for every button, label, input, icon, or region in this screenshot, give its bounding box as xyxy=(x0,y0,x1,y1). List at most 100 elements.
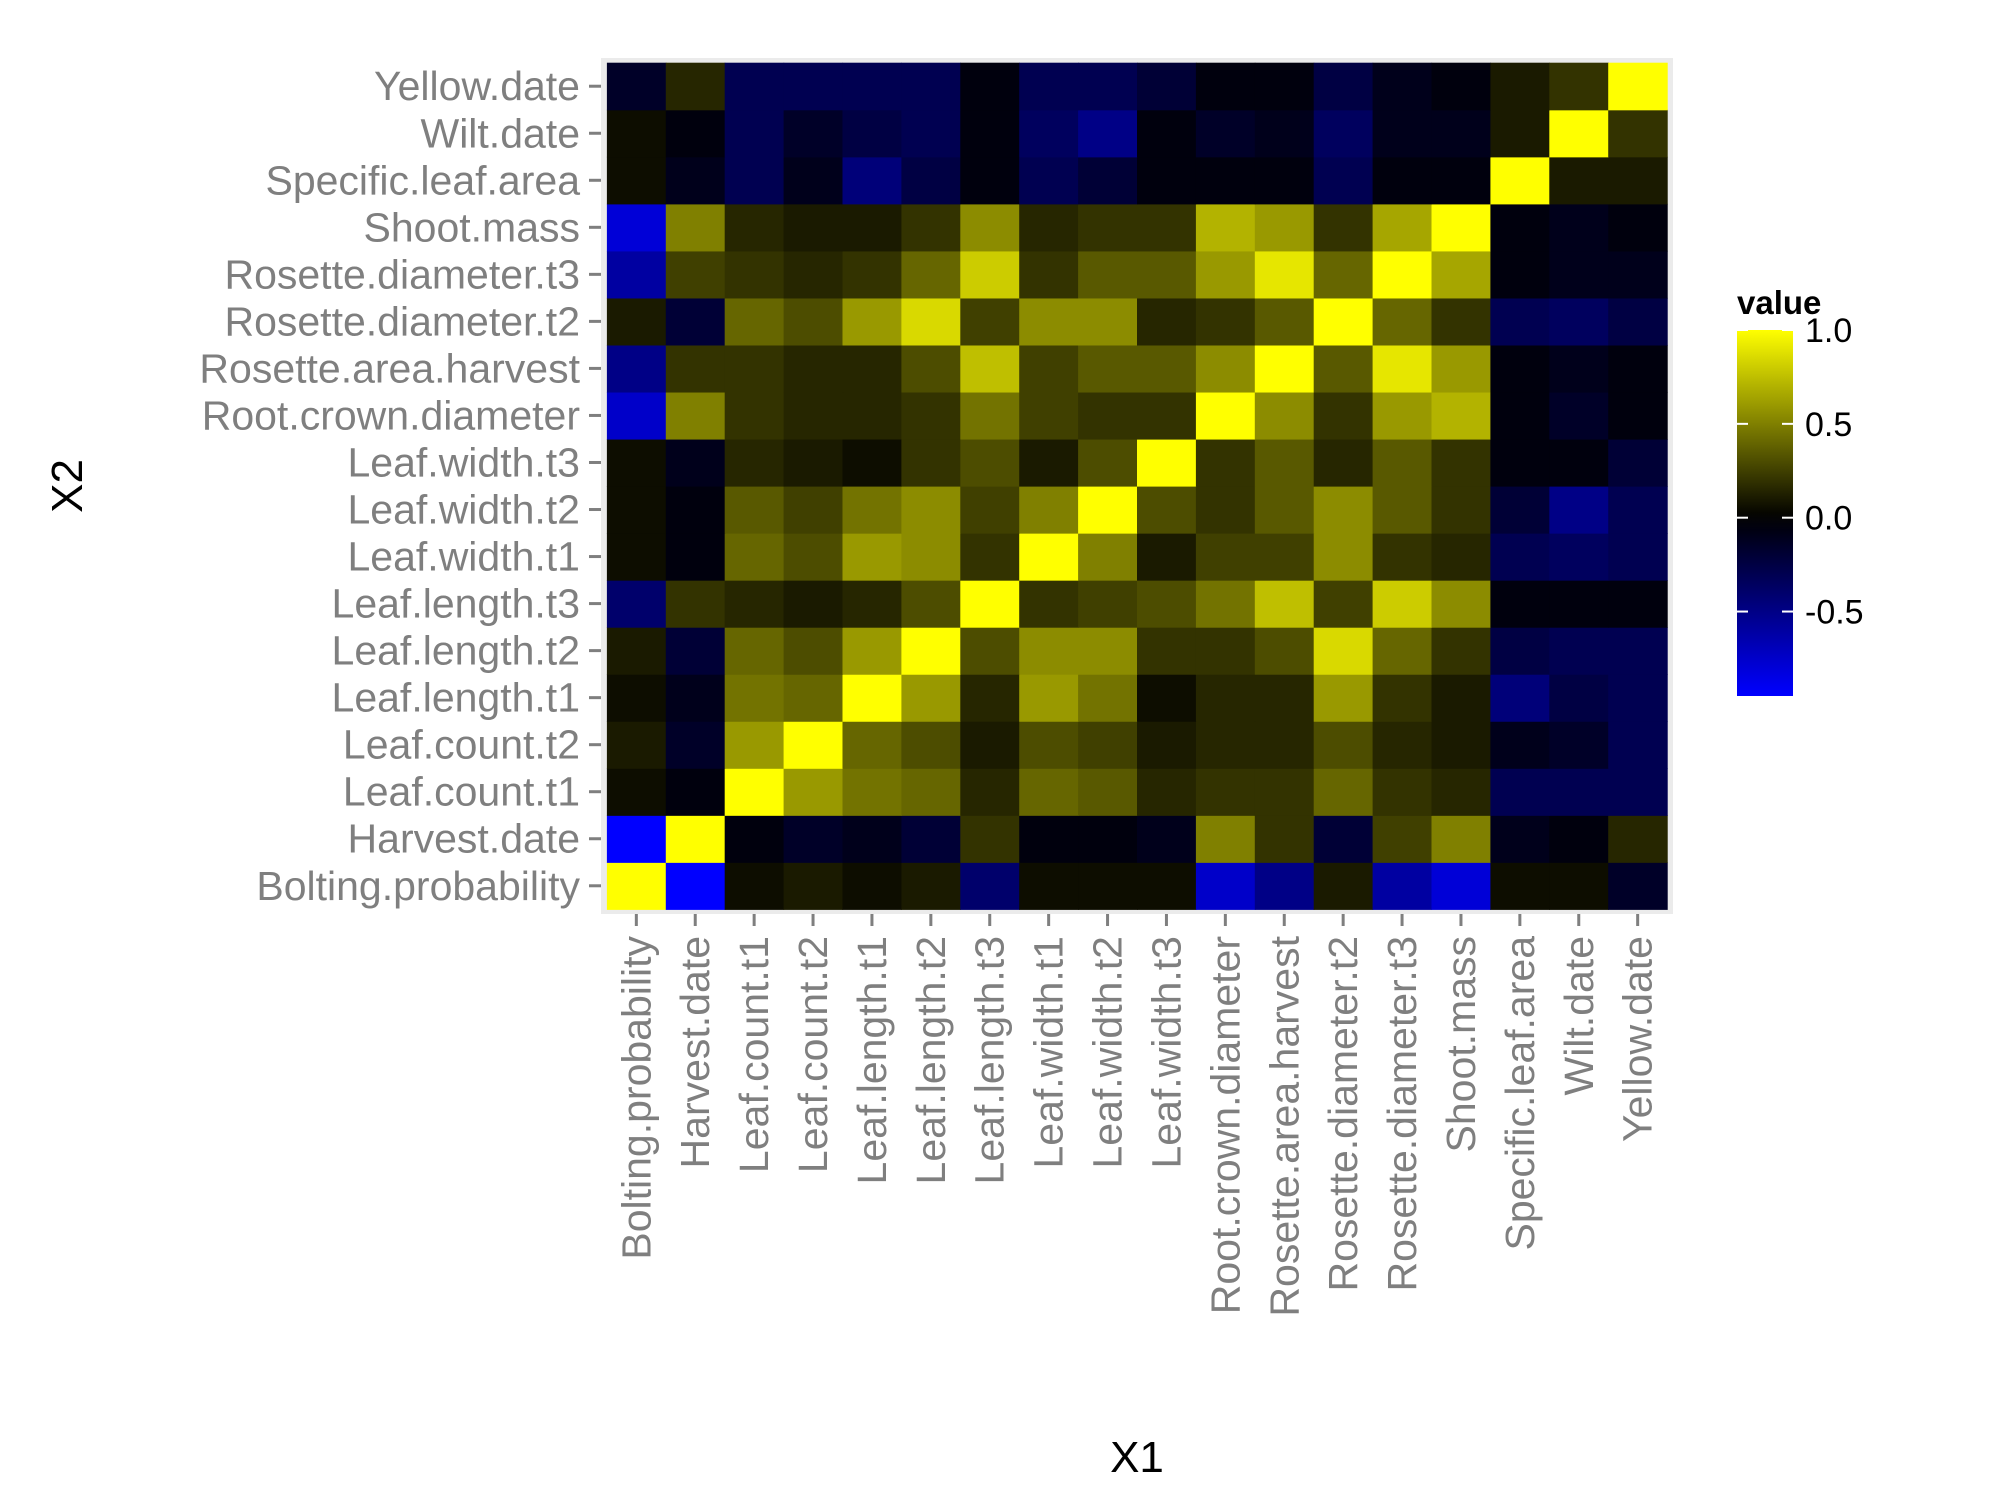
heatmap-cell xyxy=(1019,721,1079,769)
heatmap-cell xyxy=(1372,250,1433,299)
heatmap-cell xyxy=(1078,344,1138,393)
heatmap-cell xyxy=(842,344,902,393)
x-tick-label: Leaf.count.t1 xyxy=(731,936,777,1173)
x-tick-label: Leaf.width.t1 xyxy=(1026,936,1072,1169)
heatmap-cell xyxy=(1195,391,1256,440)
heatmap-cell xyxy=(901,250,961,299)
heatmap-cell xyxy=(1431,297,1492,346)
heatmap-cell xyxy=(1313,250,1374,299)
heatmap-cell xyxy=(901,486,961,534)
heatmap-cell xyxy=(1137,486,1197,534)
heatmap-cell xyxy=(783,674,844,722)
heatmap-cell xyxy=(1431,674,1492,722)
heatmap-cell xyxy=(1608,815,1668,863)
heatmap-cell xyxy=(901,297,961,346)
heatmap-cell xyxy=(1137,344,1197,393)
heatmap-cell xyxy=(1431,721,1492,769)
heatmap-cell xyxy=(1137,862,1197,910)
legend-tick-label: -0.5 xyxy=(1805,594,1864,632)
heatmap-cell xyxy=(960,62,1020,111)
heatmap-cell xyxy=(724,862,785,910)
heatmap-cell xyxy=(1372,674,1433,722)
heatmap-cell xyxy=(665,580,726,628)
heatmap-cell xyxy=(1078,203,1138,252)
heatmap-cell xyxy=(724,721,785,769)
heatmap-cell xyxy=(724,297,785,346)
x-tick-label: Harvest.date xyxy=(672,936,718,1168)
heatmap-cell xyxy=(1490,62,1550,111)
heatmap-cell xyxy=(1608,250,1668,299)
heatmap-cell xyxy=(724,391,785,440)
heatmap-cell xyxy=(1019,391,1079,440)
heatmap-cell xyxy=(1019,344,1079,393)
heatmap-cell xyxy=(1608,627,1668,675)
y-tick-label: Specific.leaf.area xyxy=(265,157,580,203)
heatmap-cell xyxy=(1078,721,1138,769)
heatmap-cell xyxy=(1019,62,1079,111)
heatmap-cell xyxy=(783,533,844,581)
heatmap-cell xyxy=(1313,862,1374,910)
legend-colorbar xyxy=(1737,330,1793,696)
heatmap-cell xyxy=(724,62,785,111)
heatmap-cell xyxy=(1313,627,1374,675)
heatmap-cell xyxy=(1431,203,1492,252)
heatmap-cell xyxy=(783,862,844,910)
heatmap-cell xyxy=(1490,674,1550,722)
heatmap-cell xyxy=(665,533,726,581)
heatmap-cell xyxy=(1313,203,1374,252)
heatmap-cell xyxy=(1137,203,1197,252)
heatmap-cell xyxy=(606,815,667,863)
y-tick-label: Wilt.date xyxy=(421,110,581,156)
heatmap-cell xyxy=(1254,862,1315,910)
heatmap-cell xyxy=(1195,344,1256,393)
heatmap-cell xyxy=(1137,533,1197,581)
heatmap-cell xyxy=(1549,438,1609,487)
heatmap-cell xyxy=(1195,486,1256,534)
heatmap-cell xyxy=(1078,297,1138,346)
heatmap-cell xyxy=(1608,62,1668,111)
heatmap-cell xyxy=(1078,438,1138,487)
heatmap-cell xyxy=(842,768,902,816)
heatmap-cell xyxy=(1313,344,1374,393)
heatmap-cell xyxy=(1313,768,1374,816)
heatmap-cell xyxy=(1254,156,1315,205)
heatmap-cell xyxy=(1431,815,1492,863)
heatmap-cell xyxy=(901,721,961,769)
heatmap-cell xyxy=(1313,62,1374,111)
heatmap-cell xyxy=(1608,203,1668,252)
heatmap-cell xyxy=(901,391,961,440)
heatmap-cell xyxy=(1431,627,1492,675)
heatmap-cell xyxy=(724,250,785,299)
heatmap-cell xyxy=(1195,815,1256,863)
heatmap-cell xyxy=(606,533,667,581)
legend-tick-label: 0.0 xyxy=(1805,500,1852,538)
heatmap-cell xyxy=(1372,438,1433,487)
heatmap-cell xyxy=(783,580,844,628)
heatmap-cell xyxy=(724,674,785,722)
heatmap-cell xyxy=(1137,627,1197,675)
heatmap-cell xyxy=(665,486,726,534)
heatmap-cell xyxy=(606,486,667,534)
heatmap-cell xyxy=(1313,486,1374,534)
heatmap-cells xyxy=(606,62,1668,910)
heatmap-cell xyxy=(1313,297,1374,346)
y-axis-title: X2 xyxy=(43,459,92,513)
heatmap-cell xyxy=(606,768,667,816)
heatmap-cell xyxy=(1372,862,1433,910)
heatmap-cell xyxy=(783,62,844,111)
heatmap-cell xyxy=(1372,768,1433,816)
heatmap-cell xyxy=(1254,297,1315,346)
heatmap-cell xyxy=(665,203,726,252)
heatmap-cell xyxy=(1490,815,1550,863)
heatmap-cell xyxy=(1254,250,1315,299)
color-legend: value 1.0 0.5 0.0 -0.5 xyxy=(1737,284,1864,696)
heatmap-cell xyxy=(1254,721,1315,769)
heatmap-cell xyxy=(1195,533,1256,581)
heatmap-cell xyxy=(1549,344,1609,393)
heatmap-cell xyxy=(842,862,902,910)
heatmap-cell xyxy=(724,109,785,158)
heatmap-cell xyxy=(901,344,961,393)
heatmap-cell xyxy=(842,815,902,863)
y-tick-label: Bolting.probability xyxy=(256,863,580,909)
heatmap-cell xyxy=(842,109,902,158)
